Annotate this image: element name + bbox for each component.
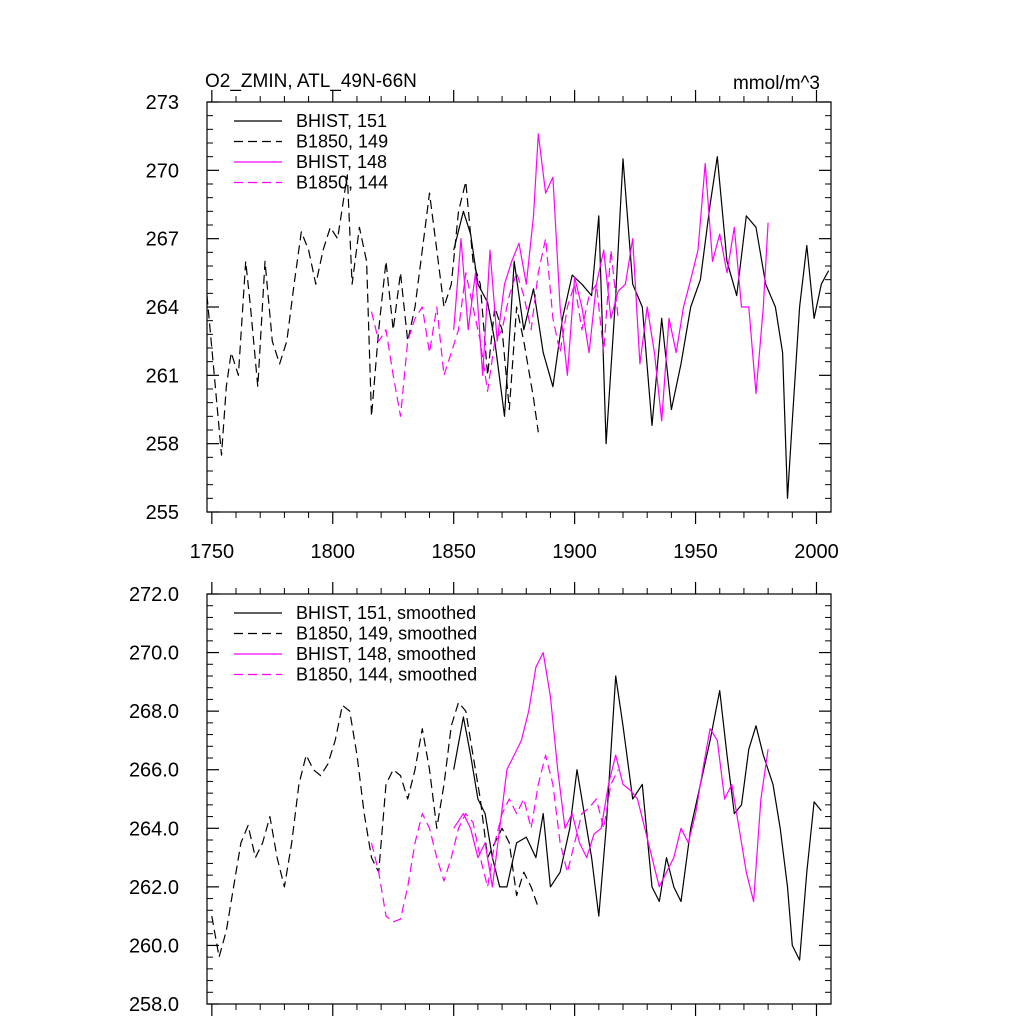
top-axes: 255 258 261 264 267 270 273 1750 1800 1850 1900 195…: [146, 90, 839, 563]
bottom-ytick-label: 268.0: [129, 701, 179, 723]
top-ytick-label: 267: [146, 229, 179, 251]
top-xtick-label: 1750: [190, 541, 235, 563]
bottom-series-group: [211, 651, 822, 961]
top-plot-frame: [206, 101, 832, 513]
top-legend-label-0: BHIST, 151: [296, 111, 387, 131]
top-series-line-0: [453, 156, 830, 499]
top-xtick-label: 1950: [673, 541, 718, 563]
bottom-ytick-label: 264.0: [129, 818, 179, 840]
bottom-ytick-label: 270.0: [129, 643, 179, 665]
top-ytick-label: 270: [146, 160, 179, 182]
bottom-ytick-label: 258.0: [129, 994, 179, 1016]
bottom-legend-label-0: BHIST, 151, smoothed: [296, 603, 476, 623]
bottom-series-line-2: [453, 651, 769, 903]
bottom-ytick-label: 266.0: [129, 760, 179, 782]
top-series-group: [206, 133, 830, 499]
top-ytick-label: 258: [146, 434, 179, 456]
bottom-legend-label-2: BHIST, 148, smoothed: [296, 644, 476, 664]
top-xtick-label: 1850: [431, 541, 476, 563]
bottom-ytick-label: 260.0: [129, 935, 179, 957]
bottom-ytick-label: 272.0: [129, 584, 179, 606]
bottom-series-line-3: [370, 754, 619, 923]
bottom-ytick-label: 262.0: [129, 877, 179, 899]
top-series-line-3: [370, 238, 619, 417]
top-xtick-label: 1900: [552, 541, 597, 563]
top-xtick-label: 2000: [794, 541, 839, 563]
bottom-series-line-0: [453, 675, 822, 961]
top-ytick-label: 264: [146, 297, 179, 319]
top-legend-label-3: B1850, 144: [296, 173, 388, 193]
bottom-panel: 258.0 260.0 262.0 264.0 266.0 268.0 270.0 272.0…: [129, 582, 832, 1016]
top-ytick-label: 261: [146, 365, 179, 387]
top-series-line-2: [453, 133, 769, 422]
top-panel-title-right: mmol/m^3: [733, 73, 820, 94]
top-ytick-label: 255: [146, 502, 179, 524]
bottom-plot-frame: [206, 593, 832, 1005]
top-legend-label-1: B1850, 149: [296, 132, 388, 152]
bottom-series-line-1: [211, 701, 539, 958]
top-ytick-label: 273: [146, 92, 179, 114]
top-xtick-label: 1800: [311, 541, 356, 563]
bottom-axes: 258.0 260.0 262.0 264.0 266.0 268.0 270.0 272.0: [129, 582, 831, 1016]
top-panel: O2_ZMIN, ATL_49N-66N mmol/m^3 2552582612…: [146, 71, 839, 563]
top-legend-label-2: BHIST, 148: [296, 152, 387, 172]
bottom-legend-label-1: B1850, 149, smoothed: [296, 624, 477, 644]
top-series-line-1: [206, 174, 539, 456]
top-panel-title-left: O2_ZMIN, ATL_49N-66N: [205, 71, 417, 92]
bottom-legend-label-3: B1850, 144, smoothed: [296, 665, 477, 685]
